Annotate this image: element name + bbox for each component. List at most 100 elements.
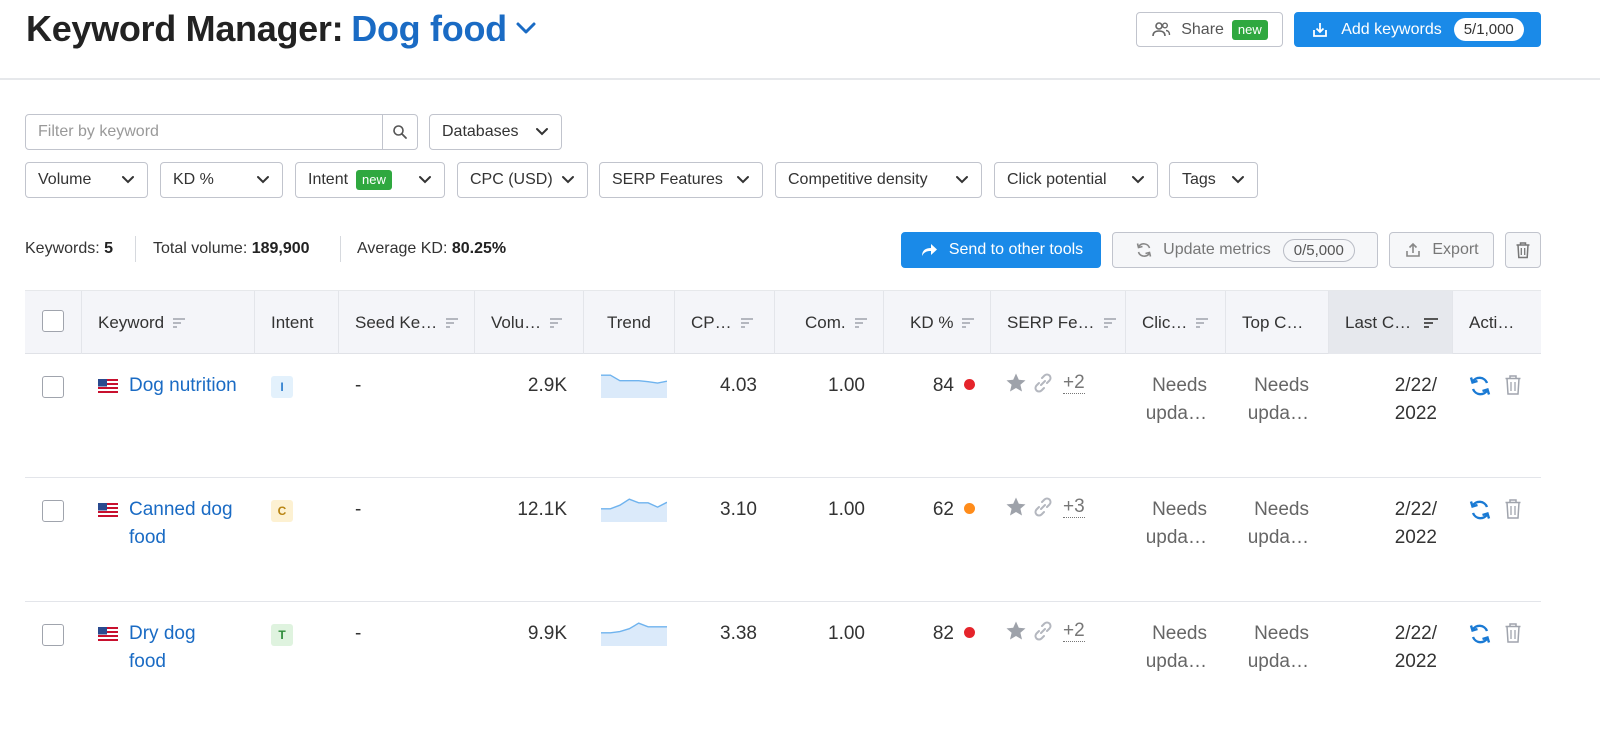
update-metrics-count: 0/5,000 xyxy=(1282,238,1355,262)
cpc-filter-label: CPC (USD) xyxy=(470,171,553,188)
delete-selected-button[interactable] xyxy=(1505,232,1541,268)
serp-features-more[interactable]: +2 xyxy=(1063,619,1085,642)
top-competitors-value: Needs upda… xyxy=(1237,620,1309,676)
intent-filter-label: Intent xyxy=(308,171,349,188)
refresh-icon[interactable] xyxy=(1468,498,1492,522)
click-potential-line2: upda… xyxy=(1145,403,1207,424)
volume-filter-dropdown[interactable]: Volume xyxy=(25,162,148,198)
search-icon xyxy=(393,125,407,139)
click-potential-value: Needs upda… xyxy=(1135,620,1207,676)
keyword-limit-count: 5/1,000 xyxy=(1453,18,1524,41)
column-header-label: Acti… xyxy=(1469,312,1515,332)
top-competitors-line2: upda… xyxy=(1247,527,1309,548)
trash-icon[interactable] xyxy=(1504,498,1522,520)
export-button[interactable]: Export xyxy=(1389,232,1494,268)
column-header-seed-keyword[interactable]: Seed Ke… xyxy=(338,291,474,354)
page-title: Keyword Manager: Dog food xyxy=(26,8,539,50)
filter-by-keyword-input[interactable] xyxy=(25,114,383,150)
cpc-value: 3.38 xyxy=(720,623,757,644)
share-button[interactable]: Share new xyxy=(1136,12,1283,47)
kd-filter-dropdown[interactable]: KD % xyxy=(160,162,283,198)
serp-features-more[interactable]: +2 xyxy=(1063,371,1085,394)
kd-number: 82 xyxy=(932,623,954,644)
send-to-other-tools-button[interactable]: Send to other tools xyxy=(901,232,1101,268)
keyword-link[interactable]: Canned dog food xyxy=(129,499,233,548)
serp-features-more[interactable]: +3 xyxy=(1063,495,1085,518)
competitive-density-filter-dropdown[interactable]: Competitive density xyxy=(775,162,982,198)
column-header-keyword[interactable]: Keyword xyxy=(81,291,254,354)
trend-sparkline xyxy=(601,498,667,522)
column-header-com[interactable]: Com. xyxy=(774,291,883,354)
intent-badge: I xyxy=(271,376,293,398)
chevron-down-icon xyxy=(737,176,749,184)
column-header-serp-features[interactable]: SERP Fe… xyxy=(990,291,1125,354)
update-metrics-button[interactable]: Update metrics 0/5,000 xyxy=(1112,232,1378,268)
total-volume-value: 189,900 xyxy=(251,240,310,257)
chevron-down-icon xyxy=(257,176,269,184)
row-checkbox[interactable] xyxy=(42,376,64,398)
export-icon xyxy=(1406,242,1421,257)
trash-icon[interactable] xyxy=(1504,622,1522,644)
last-update-line2: 2022 xyxy=(1394,651,1437,672)
trend-area xyxy=(601,375,667,398)
top-competitors-line1: Needs xyxy=(1254,623,1309,644)
serp-features-filter-dropdown[interactable]: SERP Features xyxy=(599,162,763,198)
click-potential-line1: Needs xyxy=(1152,375,1207,396)
tags-filter-dropdown[interactable]: Tags xyxy=(1169,162,1258,198)
link-icon xyxy=(1034,497,1052,517)
column-header-last-update[interactable]: Last C… xyxy=(1328,291,1452,354)
add-keywords-button[interactable]: Add keywords 5/1,000 xyxy=(1294,12,1541,47)
trend-line xyxy=(601,622,667,634)
link-icon xyxy=(1034,373,1052,393)
total-volume-label: Total volume: xyxy=(153,240,248,257)
competition-value: 1.00 xyxy=(828,499,865,520)
select-all-checkbox[interactable] xyxy=(42,310,64,332)
cpc-filter-dropdown[interactable]: CPC (USD) xyxy=(457,162,588,198)
column-header-volume[interactable]: Volu… xyxy=(474,291,583,354)
search-button[interactable] xyxy=(382,114,418,150)
column-header-label: SERP Fe… xyxy=(1007,312,1095,332)
sort-icon xyxy=(1424,317,1439,328)
refresh-icon xyxy=(1136,243,1152,257)
intent-filter-dropdown[interactable]: Intent new xyxy=(295,162,445,198)
seed-keyword: - xyxy=(355,499,362,520)
download-icon xyxy=(1313,22,1328,37)
average-kd-value: 80.25% xyxy=(451,240,507,257)
column-header-label: Volu… xyxy=(491,312,542,332)
row-checkbox[interactable] xyxy=(42,500,64,522)
us-flag-icon xyxy=(98,379,118,393)
click-potential-filter-dropdown[interactable]: Click potential xyxy=(994,162,1158,198)
trend-area xyxy=(601,499,667,522)
column-header-cpc[interactable]: CP… xyxy=(674,291,774,354)
tags-filter-label: Tags xyxy=(1182,171,1216,188)
databases-dropdown[interactable]: Databases xyxy=(429,114,562,150)
table-row: Dry dog food T - 9.9K 3.38 1.00 82 +2 Ne… xyxy=(25,602,1541,726)
kd-number: 84 xyxy=(932,375,954,396)
column-header-intent[interactable]: Intent xyxy=(254,291,338,354)
column-header-kd[interactable]: KD % xyxy=(883,291,990,354)
keyword-link[interactable]: Dry dog food xyxy=(129,623,196,672)
serp-features: +2 xyxy=(1005,372,1085,394)
kd-number: 62 xyxy=(932,499,954,520)
row-checkbox[interactable] xyxy=(42,624,64,646)
refresh-icon[interactable] xyxy=(1468,622,1492,646)
refresh-icon[interactable] xyxy=(1468,374,1492,398)
sort-icon xyxy=(550,317,563,328)
trash-icon[interactable] xyxy=(1504,374,1522,396)
click-potential-value: Needs upda… xyxy=(1135,372,1207,428)
column-header-click-potential[interactable]: Clic… xyxy=(1125,291,1225,354)
column-header-top-competitors[interactable]: Top C… xyxy=(1225,291,1328,354)
competition-value: 1.00 xyxy=(828,623,865,644)
share-arrow-icon xyxy=(921,244,937,256)
star-icon xyxy=(1006,621,1026,640)
column-header-label: Seed Ke… xyxy=(355,312,438,332)
star-icon xyxy=(1006,497,1026,516)
table-header: Keyword Intent Seed Ke… Volu… Trend CP… … xyxy=(25,290,1541,354)
chevron-down-icon xyxy=(956,176,968,184)
intent-filter-content: Intent new xyxy=(308,170,392,190)
top-competitors-value: Needs upda… xyxy=(1237,496,1309,552)
project-selector[interactable]: Dog food xyxy=(351,8,539,49)
top-competitors-line2: upda… xyxy=(1247,403,1309,424)
last-update-value: 2/22/ 2022 xyxy=(1365,372,1437,428)
keyword-link[interactable]: Dog nutrition xyxy=(129,375,237,396)
